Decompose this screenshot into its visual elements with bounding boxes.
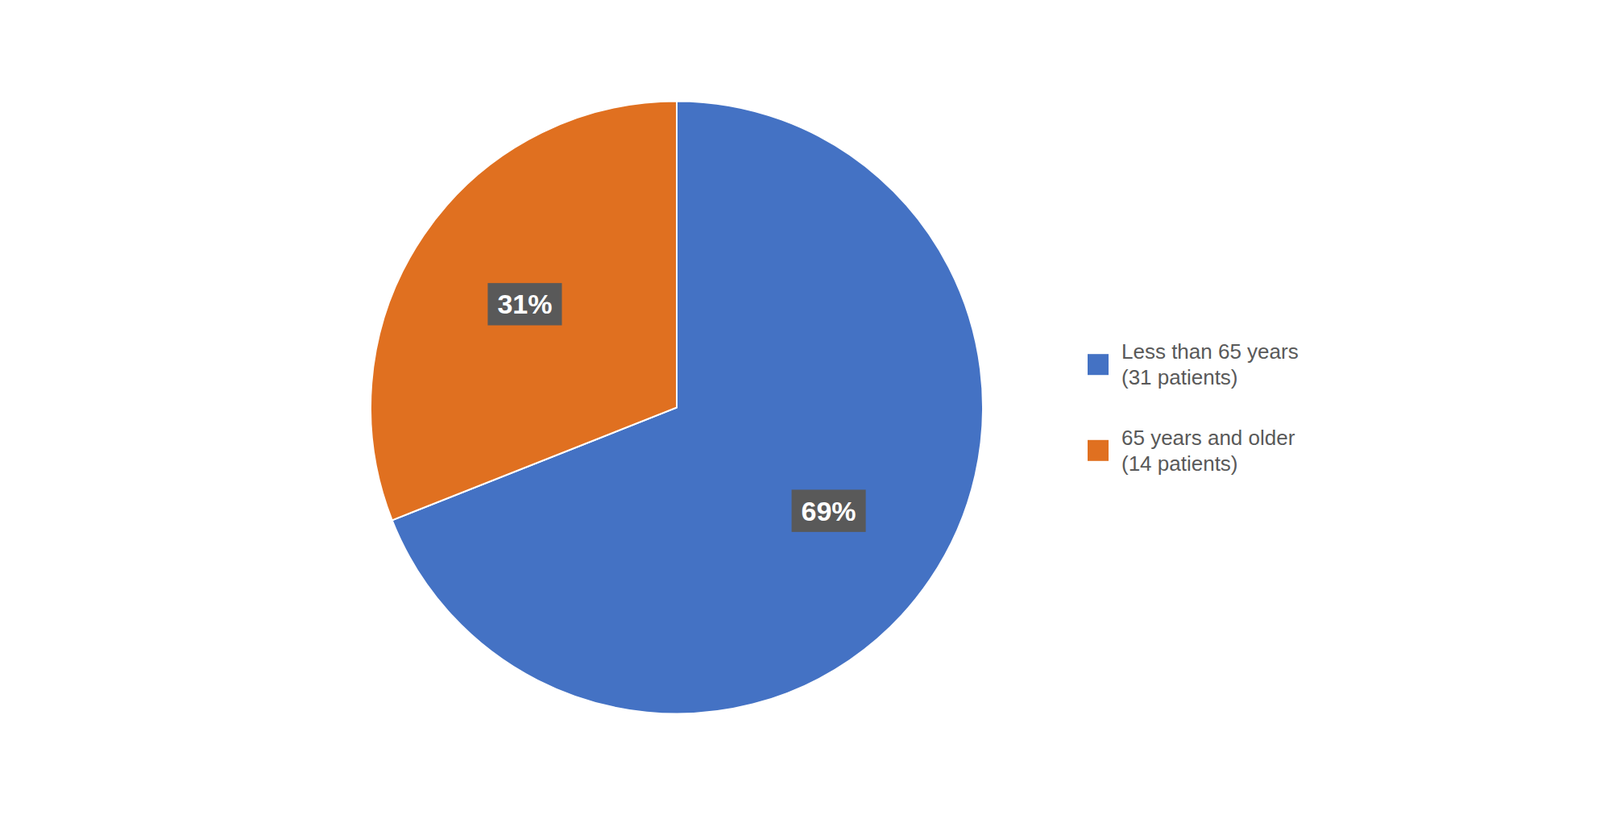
data-labels: 69% 31% — [487, 282, 866, 532]
pie-slice — [370, 101, 677, 521]
pie — [370, 101, 983, 714]
legend-label-line: 65 years and older — [1121, 425, 1296, 450]
legend-label: 65 years and older(14 patients) — [1121, 425, 1296, 477]
background — [0, 0, 1600, 815]
data-label-box — [487, 282, 562, 325]
data-label: 31% — [497, 288, 552, 320]
legend-label-line: (31 patients) — [1121, 364, 1239, 390]
data-label: 69% — [801, 495, 857, 527]
legend-label: Less than 65 years(31 patients) — [1121, 339, 1299, 390]
legend-swatch — [1087, 353, 1109, 375]
legend-swatch — [1087, 439, 1109, 461]
legend-label-line: (14 patients) — [1121, 451, 1239, 476]
legend: Less than 65 years(31 patients) 65 years … — [1087, 339, 1299, 476]
data-label-group: 31% — [487, 282, 562, 325]
legend-label-line: Less than 65 years — [1121, 339, 1299, 364]
legend-item: Less than 65 years(31 patients) — [1087, 339, 1299, 390]
data-label-box — [791, 489, 867, 531]
legend-item: 65 years and older(14 patients) — [1087, 425, 1296, 477]
chart-container: 69% 31% Less than 65 years(31 patients) 65 … — [0, 0, 1600, 815]
chart-svg: 69% 31% Less than 65 years(31 patients) 65 … — [0, 0, 1600, 815]
data-label-group: 69% — [791, 489, 867, 531]
